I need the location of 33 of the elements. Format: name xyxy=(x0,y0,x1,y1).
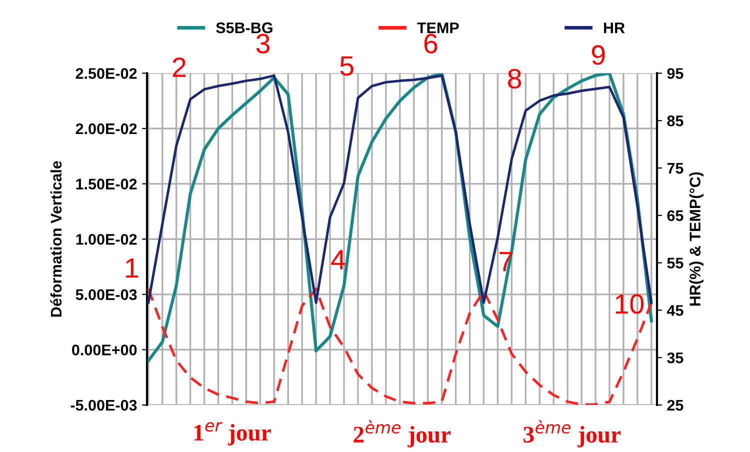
text: 2$^{ème}$ jour xyxy=(354,420,451,448)
line-series xyxy=(147,288,653,405)
legend-label: HR xyxy=(604,22,625,34)
y2-tick-label: 55 xyxy=(667,258,684,268)
y-axis-title: Déformation Verticale xyxy=(50,161,62,317)
text: 6 xyxy=(424,34,438,54)
y2-tick-label: 25 xyxy=(667,400,684,411)
y2-tick-label: 45 xyxy=(666,305,684,316)
annotation: 8 xyxy=(508,68,522,89)
y-tick-label: 1.00E-02 xyxy=(76,234,137,245)
annotation: 10 xyxy=(616,294,644,314)
annotation: 4 xyxy=(331,250,346,270)
text: 1 xyxy=(126,258,138,278)
legend-label: TEMP xyxy=(417,22,459,34)
y2-axis-title: HR(%) & TEMP(°C) xyxy=(689,172,704,306)
annotation: 2 xyxy=(172,57,186,77)
text: 1$^{er}$ jour xyxy=(194,422,271,446)
text: 9 xyxy=(592,45,605,65)
y-tick-label: 2.00E-02 xyxy=(76,123,137,134)
y-tick-label: 0.00E+00 xyxy=(72,344,137,356)
y2-tick-label: 35 xyxy=(667,352,684,364)
text: 3$^{ème}$ jour xyxy=(524,420,621,448)
text: 3 xyxy=(256,34,270,54)
y-tick-label: 5.00E-03 xyxy=(76,289,137,300)
y-tick-label: -5.00E-03 xyxy=(70,400,137,411)
y2-tick-label: 75 xyxy=(667,163,684,174)
annotation: 5 xyxy=(340,56,354,76)
y-tick-label: 1.50E-02 xyxy=(76,178,137,190)
legend-label: S5B-BG xyxy=(216,22,272,34)
y-tick-label: 2.50E-02 xyxy=(76,68,137,79)
y2-tick-label: 65 xyxy=(667,210,684,222)
y2-tick-label: 85 xyxy=(667,115,684,126)
y2-tick-label: 95 xyxy=(667,68,684,79)
